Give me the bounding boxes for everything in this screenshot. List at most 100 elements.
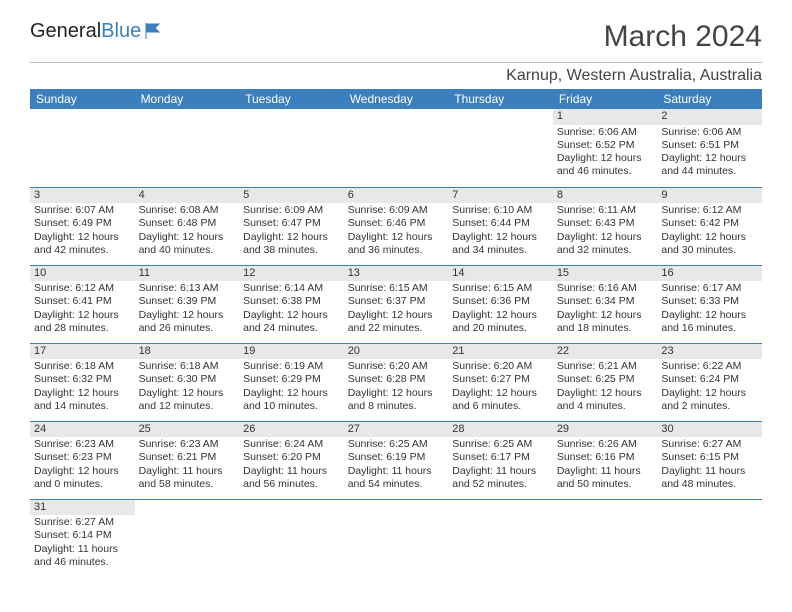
sunset-line: Sunset: 6:43 PM xyxy=(557,217,654,230)
day-number: 16 xyxy=(657,266,762,282)
calendar-cell: 26Sunrise: 6:24 AMSunset: 6:20 PMDayligh… xyxy=(239,421,344,499)
day-number: 24 xyxy=(30,422,135,438)
day-number: 3 xyxy=(30,188,135,204)
sunrise-line: Sunrise: 6:15 AM xyxy=(452,282,549,295)
day-content: Sunrise: 6:18 AMSunset: 6:30 PMDaylight:… xyxy=(135,359,240,415)
calendar-row: 31Sunrise: 6:27 AMSunset: 6:14 PMDayligh… xyxy=(30,499,762,577)
calendar-cell: 29Sunrise: 6:26 AMSunset: 6:16 PMDayligh… xyxy=(553,421,658,499)
day-number: 21 xyxy=(448,344,553,360)
day-content: Sunrise: 6:14 AMSunset: 6:38 PMDaylight:… xyxy=(239,281,344,337)
daylight-line: Daylight: 12 hours and 30 minutes. xyxy=(661,231,758,257)
calendar-cell: 25Sunrise: 6:23 AMSunset: 6:21 PMDayligh… xyxy=(135,421,240,499)
day-number: 30 xyxy=(657,422,762,438)
day-content: Sunrise: 6:15 AMSunset: 6:37 PMDaylight:… xyxy=(344,281,449,337)
sunset-line: Sunset: 6:39 PM xyxy=(139,295,236,308)
calendar-cell: 15Sunrise: 6:16 AMSunset: 6:34 PMDayligh… xyxy=(553,265,658,343)
calendar-cell: 5Sunrise: 6:09 AMSunset: 6:47 PMDaylight… xyxy=(239,187,344,265)
calendar-cell xyxy=(239,109,344,187)
calendar-cell: 18Sunrise: 6:18 AMSunset: 6:30 PMDayligh… xyxy=(135,343,240,421)
sunset-line: Sunset: 6:17 PM xyxy=(452,451,549,464)
sunrise-line: Sunrise: 6:19 AM xyxy=(243,360,340,373)
sunset-line: Sunset: 6:28 PM xyxy=(348,373,445,386)
day-content: Sunrise: 6:25 AMSunset: 6:19 PMDaylight:… xyxy=(344,437,449,493)
calendar-cell: 17Sunrise: 6:18 AMSunset: 6:32 PMDayligh… xyxy=(30,343,135,421)
calendar-cell xyxy=(553,499,658,577)
day-content: Sunrise: 6:23 AMSunset: 6:23 PMDaylight:… xyxy=(30,437,135,493)
sunset-line: Sunset: 6:36 PM xyxy=(452,295,549,308)
day-number: 31 xyxy=(30,500,135,516)
daylight-line: Daylight: 11 hours and 48 minutes. xyxy=(661,465,758,491)
sunset-line: Sunset: 6:49 PM xyxy=(34,217,131,230)
calendar-cell xyxy=(344,109,449,187)
calendar-cell: 28Sunrise: 6:25 AMSunset: 6:17 PMDayligh… xyxy=(448,421,553,499)
header-row: Sunday Monday Tuesday Wednesday Thursday… xyxy=(30,89,762,109)
day-number: 2 xyxy=(657,109,762,125)
daylight-line: Daylight: 12 hours and 24 minutes. xyxy=(243,309,340,335)
day-number: 14 xyxy=(448,266,553,282)
daylight-line: Daylight: 12 hours and 2 minutes. xyxy=(661,387,758,413)
day-content: Sunrise: 6:10 AMSunset: 6:44 PMDaylight:… xyxy=(448,203,553,259)
sunrise-line: Sunrise: 6:18 AM xyxy=(139,360,236,373)
calendar-cell: 31Sunrise: 6:27 AMSunset: 6:14 PMDayligh… xyxy=(30,499,135,577)
calendar-cell xyxy=(448,499,553,577)
day-content: Sunrise: 6:23 AMSunset: 6:21 PMDaylight:… xyxy=(135,437,240,493)
sunset-line: Sunset: 6:37 PM xyxy=(348,295,445,308)
daylight-line: Daylight: 12 hours and 42 minutes. xyxy=(34,231,131,257)
day-content: Sunrise: 6:06 AMSunset: 6:51 PMDaylight:… xyxy=(657,125,762,181)
sunset-line: Sunset: 6:19 PM xyxy=(348,451,445,464)
calendar-cell: 22Sunrise: 6:21 AMSunset: 6:25 PMDayligh… xyxy=(553,343,658,421)
flag-icon xyxy=(145,23,163,39)
day-content: Sunrise: 6:07 AMSunset: 6:49 PMDaylight:… xyxy=(30,203,135,259)
sunset-line: Sunset: 6:38 PM xyxy=(243,295,340,308)
daylight-line: Daylight: 12 hours and 46 minutes. xyxy=(557,152,654,178)
logo-text-2: Blue xyxy=(101,20,141,43)
day-number: 19 xyxy=(239,344,344,360)
daylight-line: Daylight: 12 hours and 32 minutes. xyxy=(557,231,654,257)
calendar-cell: 16Sunrise: 6:17 AMSunset: 6:33 PMDayligh… xyxy=(657,265,762,343)
sunrise-line: Sunrise: 6:06 AM xyxy=(557,126,654,139)
daylight-line: Daylight: 12 hours and 40 minutes. xyxy=(139,231,236,257)
sunrise-line: Sunrise: 6:26 AM xyxy=(557,438,654,451)
calendar-cell: 8Sunrise: 6:11 AMSunset: 6:43 PMDaylight… xyxy=(553,187,658,265)
daylight-line: Daylight: 12 hours and 34 minutes. xyxy=(452,231,549,257)
sunset-line: Sunset: 6:51 PM xyxy=(661,139,758,152)
sunrise-line: Sunrise: 6:27 AM xyxy=(661,438,758,451)
calendar-cell: 23Sunrise: 6:22 AMSunset: 6:24 PMDayligh… xyxy=(657,343,762,421)
sunrise-line: Sunrise: 6:09 AM xyxy=(348,204,445,217)
day-content: Sunrise: 6:21 AMSunset: 6:25 PMDaylight:… xyxy=(553,359,658,415)
month-title: March 2024 xyxy=(604,20,762,54)
sunrise-line: Sunrise: 6:20 AM xyxy=(452,360,549,373)
daylight-line: Daylight: 11 hours and 56 minutes. xyxy=(243,465,340,491)
day-number: 11 xyxy=(135,266,240,282)
daylight-line: Daylight: 12 hours and 28 minutes. xyxy=(34,309,131,335)
day-number: 7 xyxy=(448,188,553,204)
calendar-row: 3Sunrise: 6:07 AMSunset: 6:49 PMDaylight… xyxy=(30,187,762,265)
calendar-body: 1Sunrise: 6:06 AMSunset: 6:52 PMDaylight… xyxy=(30,109,762,577)
col-sunday: Sunday xyxy=(30,89,135,109)
sunrise-line: Sunrise: 6:09 AM xyxy=(243,204,340,217)
sunrise-line: Sunrise: 6:25 AM xyxy=(348,438,445,451)
sunset-line: Sunset: 6:34 PM xyxy=(557,295,654,308)
daylight-line: Daylight: 12 hours and 14 minutes. xyxy=(34,387,131,413)
day-number: 27 xyxy=(344,422,449,438)
col-saturday: Saturday xyxy=(657,89,762,109)
col-wednesday: Wednesday xyxy=(344,89,449,109)
calendar-cell xyxy=(239,499,344,577)
day-number: 20 xyxy=(344,344,449,360)
sunrise-line: Sunrise: 6:07 AM xyxy=(34,204,131,217)
calendar-cell xyxy=(448,109,553,187)
daylight-line: Daylight: 12 hours and 20 minutes. xyxy=(452,309,549,335)
calendar-cell: 30Sunrise: 6:27 AMSunset: 6:15 PMDayligh… xyxy=(657,421,762,499)
daylight-line: Daylight: 12 hours and 36 minutes. xyxy=(348,231,445,257)
day-content: Sunrise: 6:22 AMSunset: 6:24 PMDaylight:… xyxy=(657,359,762,415)
sunset-line: Sunset: 6:48 PM xyxy=(139,217,236,230)
calendar-cell: 10Sunrise: 6:12 AMSunset: 6:41 PMDayligh… xyxy=(30,265,135,343)
day-content: Sunrise: 6:09 AMSunset: 6:47 PMDaylight:… xyxy=(239,203,344,259)
day-number: 9 xyxy=(657,188,762,204)
daylight-line: Daylight: 12 hours and 18 minutes. xyxy=(557,309,654,335)
sunrise-line: Sunrise: 6:23 AM xyxy=(34,438,131,451)
day-content: Sunrise: 6:20 AMSunset: 6:28 PMDaylight:… xyxy=(344,359,449,415)
location: Karnup, Western Australia, Australia xyxy=(30,62,762,85)
sunset-line: Sunset: 6:15 PM xyxy=(661,451,758,464)
calendar-cell xyxy=(657,499,762,577)
